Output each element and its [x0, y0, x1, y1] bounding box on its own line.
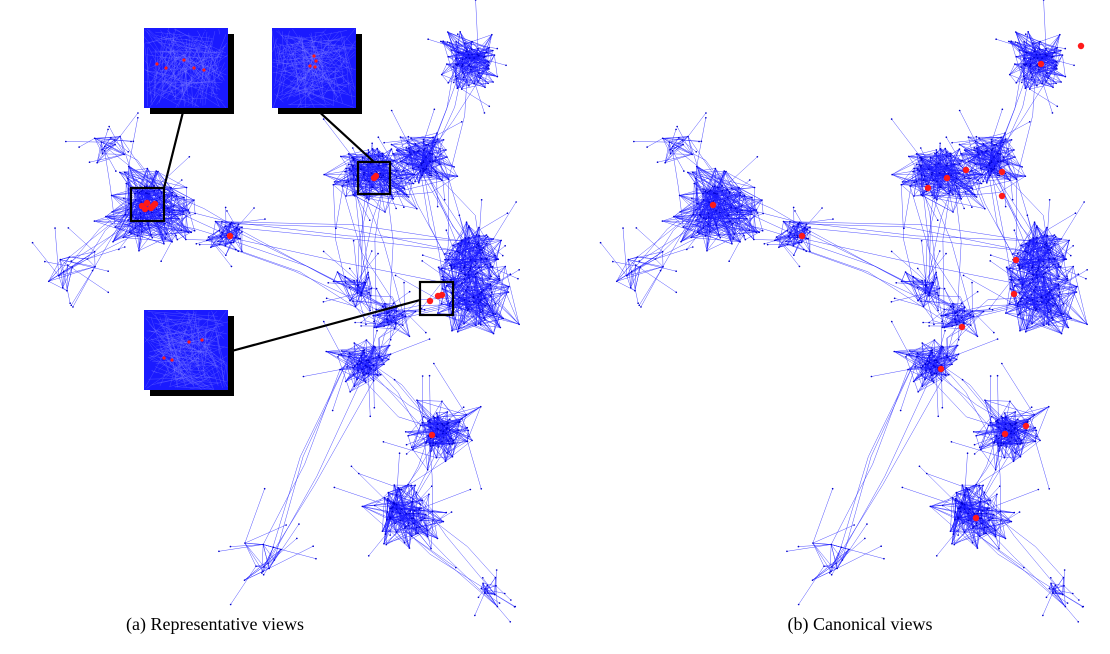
view-point	[1078, 43, 1084, 49]
graph-edges	[601, 0, 1088, 622]
inset-point	[312, 54, 315, 57]
inset-point	[155, 62, 158, 65]
view-point	[144, 200, 150, 206]
inset-point	[308, 64, 311, 67]
inset-point	[202, 68, 205, 71]
inset-point	[200, 338, 203, 341]
inset-point	[170, 358, 173, 361]
view-point	[142, 206, 148, 212]
view-point	[227, 233, 233, 239]
view-point	[710, 202, 716, 208]
panel-caption: (a) Representative views	[126, 614, 304, 635]
view-point	[973, 515, 979, 521]
view-point	[1023, 423, 1029, 429]
view-point	[427, 298, 433, 304]
callout-line	[315, 108, 374, 162]
inset-point	[313, 65, 316, 68]
inset-point	[192, 66, 195, 69]
graph-nodes	[601, 0, 1088, 622]
inset-point	[182, 58, 185, 61]
inset-point	[314, 59, 317, 62]
view-point	[1013, 257, 1019, 263]
inset-point	[187, 340, 190, 343]
inset-point	[162, 356, 165, 359]
view-point	[799, 233, 805, 239]
page: (a) Representative views (b) Canonical v…	[0, 0, 1110, 654]
view-point	[944, 175, 950, 181]
inset-point	[164, 66, 167, 69]
view-point	[938, 366, 944, 372]
view-point	[439, 292, 445, 298]
view-point	[373, 173, 379, 179]
view-point	[1002, 431, 1008, 437]
view-point	[1011, 291, 1017, 297]
view-point	[429, 432, 435, 438]
view-point	[925, 185, 931, 191]
view-point	[150, 203, 156, 209]
view-point	[999, 193, 1005, 199]
figure: (a) Representative views (b) Canonical v…	[0, 0, 1110, 654]
view-point	[963, 167, 969, 173]
view-point	[999, 169, 1005, 175]
callout-line	[164, 108, 184, 188]
view-point	[959, 324, 965, 330]
panel-caption: (b) Canonical views	[788, 614, 933, 635]
view-point	[1038, 61, 1044, 67]
